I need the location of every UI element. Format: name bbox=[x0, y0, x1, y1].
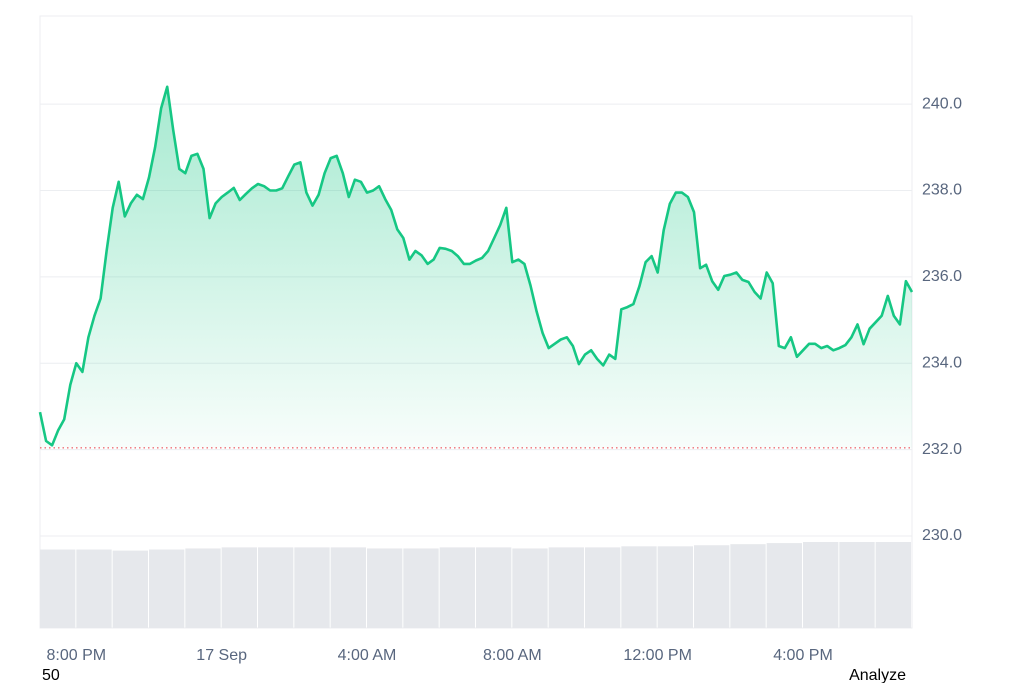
x-tick-label: 4:00 PM bbox=[773, 647, 833, 664]
area-fill bbox=[40, 86, 912, 448]
volume-bar bbox=[548, 547, 584, 628]
volume-bar bbox=[730, 544, 766, 628]
y-tick-label: 236.0 bbox=[922, 268, 962, 285]
x-tick-label: 8:00 PM bbox=[47, 647, 107, 664]
volume-bar bbox=[657, 546, 693, 628]
x-tick-label: 12:00 PM bbox=[623, 647, 691, 664]
volume-bar bbox=[367, 548, 403, 628]
volume-bar bbox=[40, 549, 76, 628]
volume-bar bbox=[585, 547, 621, 628]
volume-bar bbox=[258, 547, 294, 628]
volume-bar bbox=[803, 542, 839, 628]
volume-bar bbox=[875, 542, 911, 628]
volume-bar bbox=[694, 545, 730, 628]
volume-bar bbox=[76, 549, 112, 628]
volume-bar bbox=[112, 550, 148, 628]
footer-right[interactable]: Analyze bbox=[849, 667, 906, 684]
x-tick-label: 17 Sep bbox=[196, 647, 247, 664]
y-tick-label: 238.0 bbox=[922, 182, 962, 199]
volume-bar bbox=[766, 543, 802, 628]
volume-bar bbox=[185, 548, 221, 628]
volume-bar bbox=[621, 546, 657, 628]
footer-left: 50 bbox=[42, 667, 60, 683]
x-tick-label: 8:00 AM bbox=[483, 647, 542, 664]
volume-bar bbox=[476, 547, 512, 628]
y-tick-label: 234.0 bbox=[922, 354, 962, 371]
y-tick-label: 240.0 bbox=[922, 95, 962, 112]
volume-bar bbox=[221, 547, 257, 628]
y-tick-label: 230.0 bbox=[922, 527, 962, 544]
volume-bar bbox=[839, 542, 875, 628]
y-tick-label: 232.0 bbox=[922, 441, 962, 458]
price-line bbox=[38, 85, 914, 447]
volume-bar bbox=[512, 548, 548, 628]
volume-bar bbox=[294, 547, 330, 628]
volume-bar bbox=[439, 547, 475, 628]
volume-bar bbox=[330, 547, 366, 628]
x-tick-label: 4:00 AM bbox=[338, 647, 397, 664]
volume-bar bbox=[149, 549, 185, 628]
volume-bar bbox=[403, 548, 439, 628]
